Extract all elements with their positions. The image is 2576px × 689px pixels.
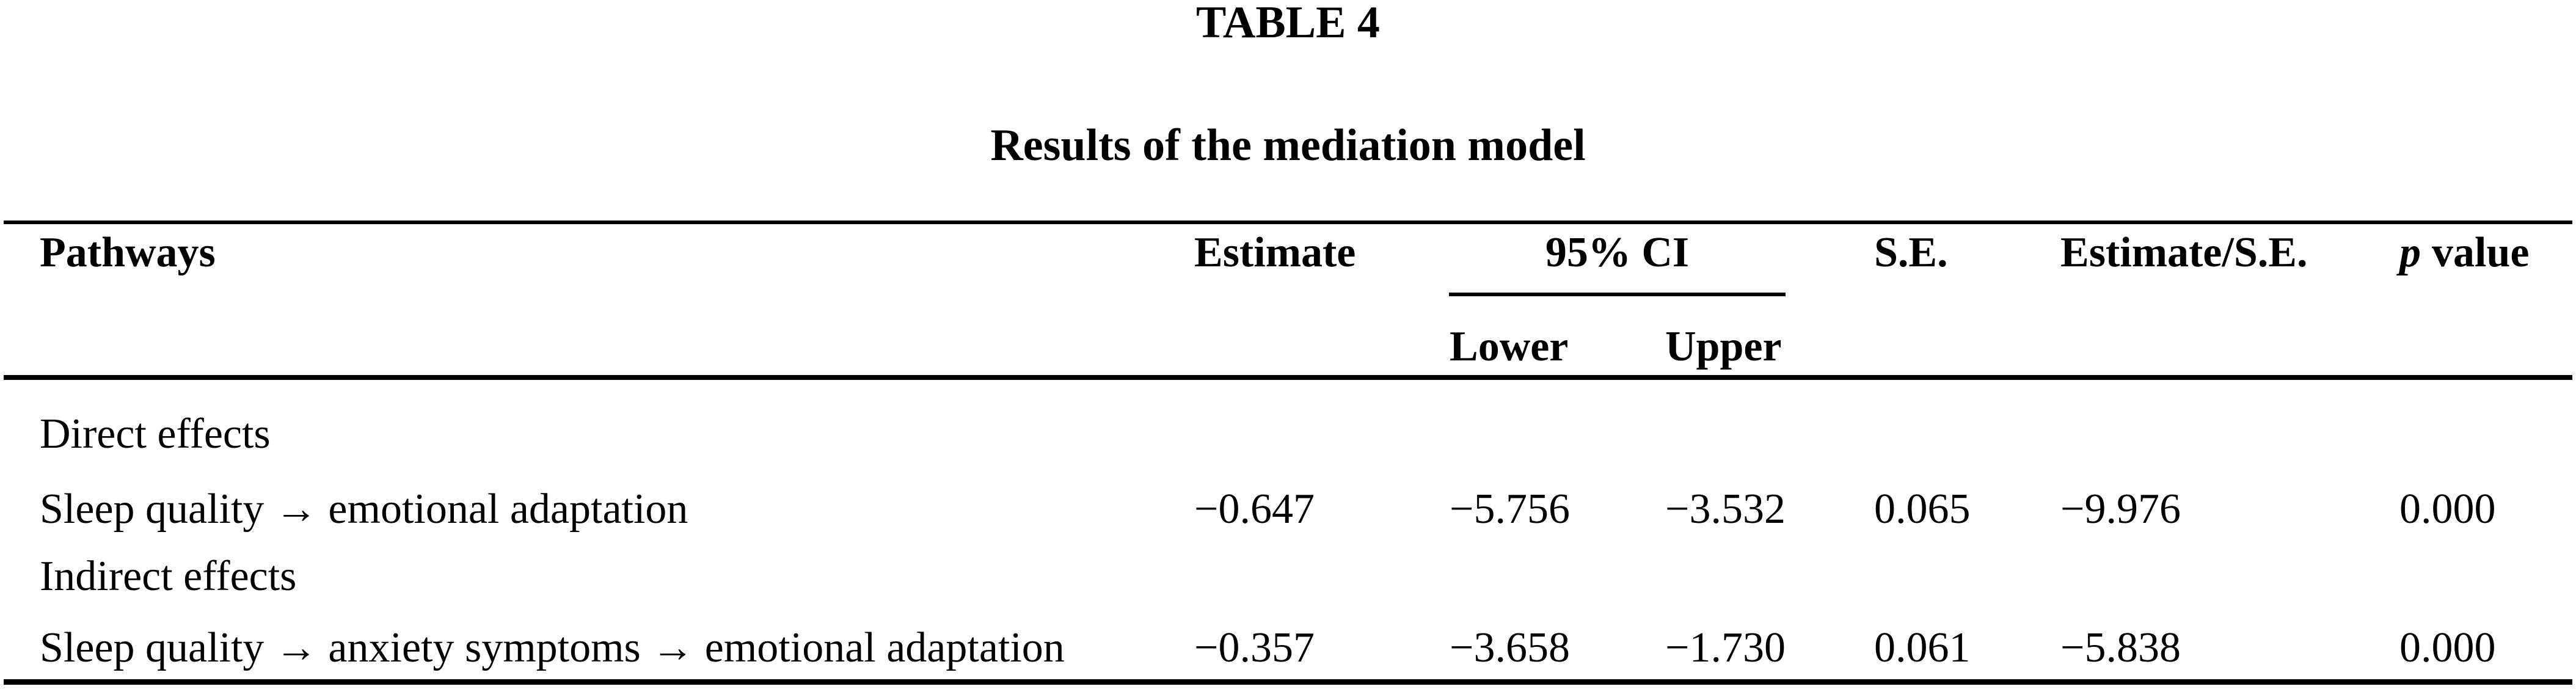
bottom-rule xyxy=(4,679,2572,685)
top-rule xyxy=(4,221,2572,224)
ci-underline-rule xyxy=(1449,293,1786,296)
col-header-se: S.E. xyxy=(1874,229,1948,276)
cell-ci-lower: −3.658 xyxy=(1450,624,1570,671)
col-header-95ci: 95% CI xyxy=(1545,229,1690,276)
section-label-direct-effects: Direct effects xyxy=(40,410,271,458)
col-header-pathways: Pathways xyxy=(40,229,216,276)
col-header-upper: Upper xyxy=(1665,323,1782,370)
cell-pathway: Sleep quality → anxiety symptoms → emoti… xyxy=(40,624,1065,671)
section-label-indirect-effects: Indirect effects xyxy=(40,553,297,600)
cell-se: 0.061 xyxy=(1874,624,1971,671)
table-caption: Results of the mediation model xyxy=(990,120,1586,170)
cell-p-value: 0.000 xyxy=(2399,486,2496,533)
cell-estimate: −0.647 xyxy=(1194,486,1315,533)
table-label: TABLE 4 xyxy=(1196,0,1380,48)
cell-ci-upper: −1.730 xyxy=(1665,624,1786,671)
cell-pathway: Sleep quality → emotional adaptation xyxy=(40,486,688,533)
cell-estimate: −0.357 xyxy=(1194,624,1315,671)
cell-se: 0.065 xyxy=(1874,486,1971,533)
cell-ci-upper: −3.532 xyxy=(1665,486,1786,533)
col-header-estimate: Estimate xyxy=(1194,229,1356,276)
cell-estimate-se: −9.976 xyxy=(2060,486,2181,533)
col-header-p-value: p value xyxy=(2399,231,2529,274)
cell-ci-lower: −5.756 xyxy=(1450,486,1570,533)
cell-estimate-se: −5.838 xyxy=(2060,624,2181,671)
col-header-estimate-se: Estimate/S.E. xyxy=(2060,229,2308,276)
header-bottom-rule xyxy=(4,375,2572,380)
col-header-lower: Lower xyxy=(1450,323,1569,370)
p-symbol: p xyxy=(2399,229,2421,276)
cell-p-value: 0.000 xyxy=(2399,624,2496,671)
p-value-word: value xyxy=(2432,229,2530,276)
